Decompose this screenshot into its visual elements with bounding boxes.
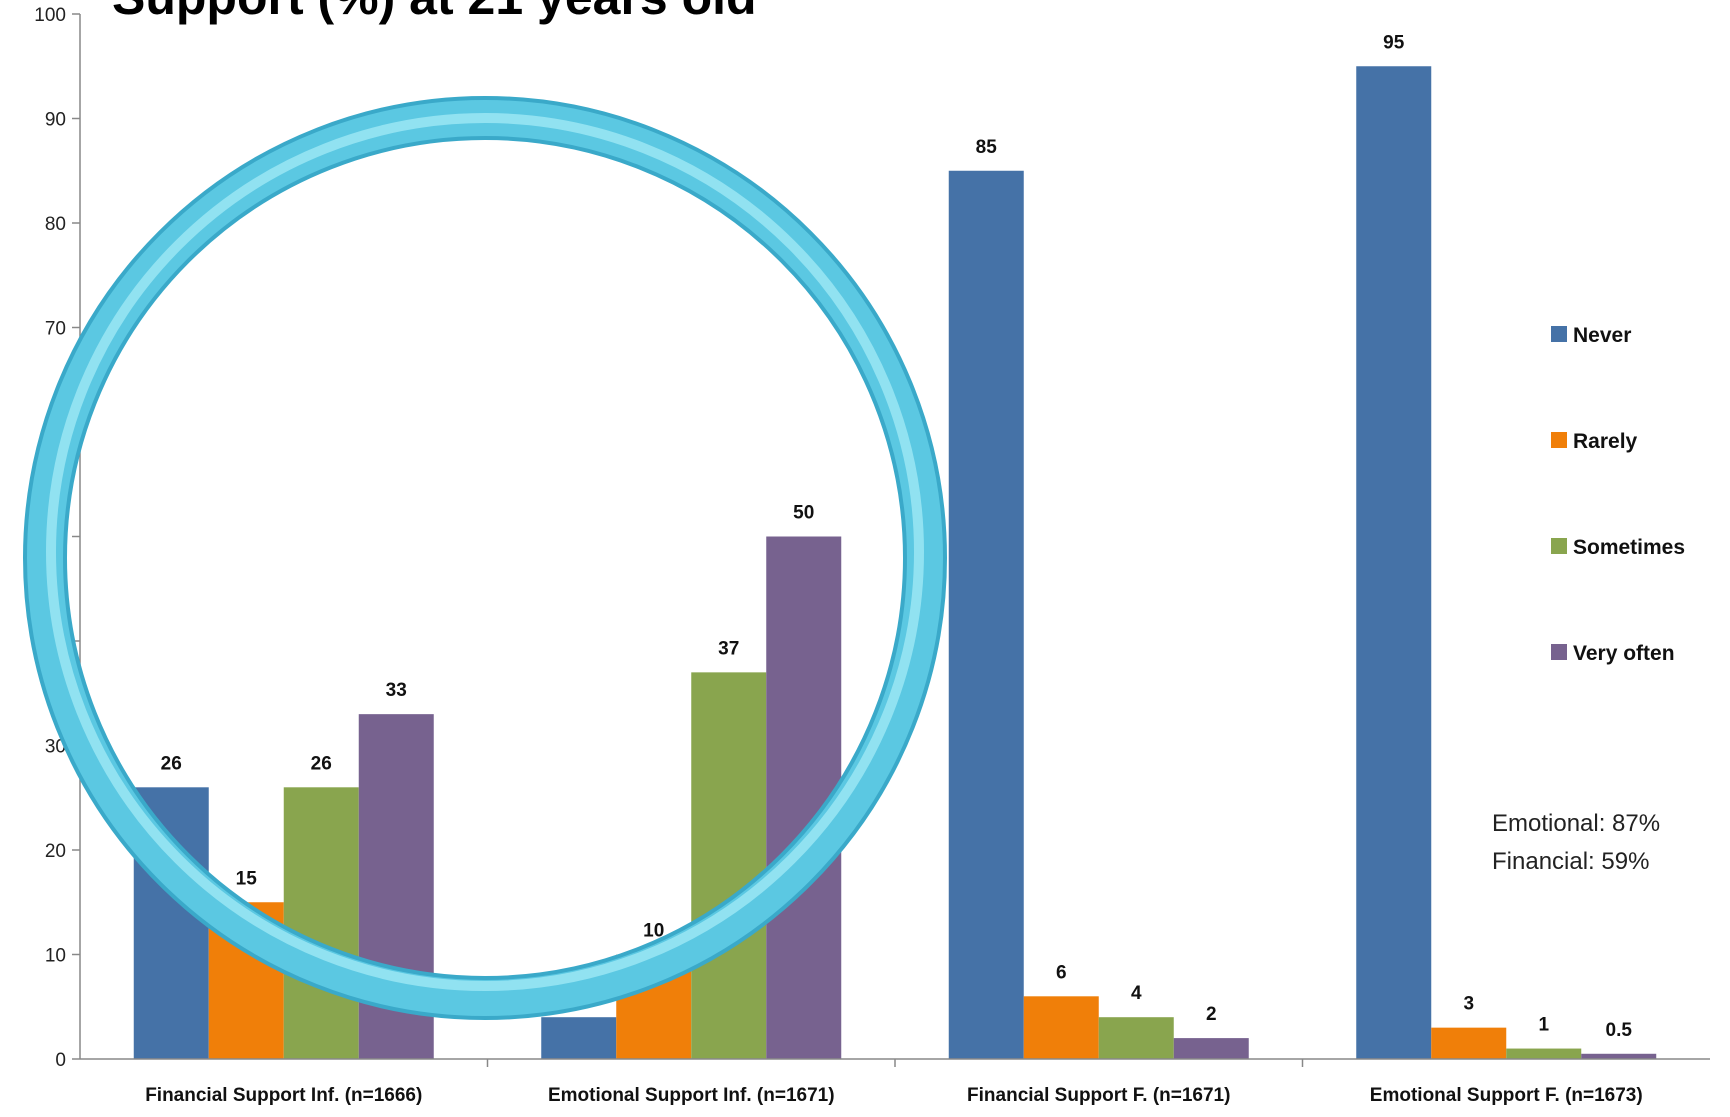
data-label: 2 xyxy=(1206,1004,1217,1025)
y-tick-label: 90 xyxy=(45,110,66,131)
data-label: 85 xyxy=(976,137,998,158)
x-category-label: Financial Support F. (n=1671) xyxy=(967,1085,1230,1106)
legend: Never Rarely Sometimes Very often xyxy=(1551,324,1685,665)
y-tick-label: 30 xyxy=(45,737,66,758)
data-label: 26 xyxy=(311,753,332,774)
x-category-label: Emotional Support F. (n=1673) xyxy=(1370,1085,1643,1106)
legend-label: Very often xyxy=(1573,642,1675,665)
legend-swatch xyxy=(1551,644,1567,660)
y-tick-label: 80 xyxy=(45,214,66,235)
data-label: 3 xyxy=(1463,994,1474,1015)
bar-sometimes-3 xyxy=(1506,1048,1582,1059)
data-label: 15 xyxy=(236,868,258,889)
bars-layer xyxy=(133,66,1657,1059)
legend-label: Rarely xyxy=(1573,430,1638,453)
chart-title: Support (%) at 21 years old xyxy=(112,0,757,25)
bar-very-often-3 xyxy=(1581,1053,1657,1059)
data-label: 95 xyxy=(1383,32,1405,53)
data-label: 26 xyxy=(161,753,182,774)
data-label: 10 xyxy=(643,921,664,942)
bar-sometimes-2 xyxy=(1098,1017,1174,1059)
data-label: 37 xyxy=(718,638,739,659)
annotation-text: Emotional: 87% xyxy=(1492,810,1660,837)
legend-label: Sometimes xyxy=(1573,536,1685,559)
x-category-label: Emotional Support Inf. (n=1671) xyxy=(548,1085,835,1106)
overlay-layer xyxy=(23,96,947,1020)
data-label: 50 xyxy=(793,503,814,524)
highlight-ring-gloss xyxy=(46,113,924,991)
y-tick-label: 100 xyxy=(34,5,66,26)
data-label: 1 xyxy=(1538,1015,1549,1036)
bar-never-2 xyxy=(948,170,1024,1059)
bar-sometimes-1 xyxy=(691,672,767,1059)
y-tick-label: 0 xyxy=(55,1050,66,1071)
data-label: 0.5 xyxy=(1606,1020,1633,1041)
legend-label: Never xyxy=(1573,324,1631,347)
data-label: 6 xyxy=(1056,962,1067,983)
data-label: 4 xyxy=(1131,983,1142,1004)
legend-swatch xyxy=(1551,538,1567,554)
y-tick-label: 20 xyxy=(45,841,66,862)
bar-sometimes-0 xyxy=(283,787,359,1059)
x-category-label: Financial Support Inf. (n=1666) xyxy=(145,1085,422,1106)
annotation-text: Financial: 59% xyxy=(1492,848,1649,875)
legend-swatch xyxy=(1551,326,1567,342)
legend-swatch xyxy=(1551,432,1567,448)
annotations: Emotional: 87% Financial: 59% xyxy=(1492,810,1660,875)
y-tick-label: 70 xyxy=(45,319,66,340)
bar-never-1 xyxy=(541,1017,617,1059)
bar-never-3 xyxy=(1356,66,1432,1059)
data-label: 33 xyxy=(386,680,407,701)
bar-rarely-3 xyxy=(1431,1027,1507,1059)
y-tick-label: 10 xyxy=(45,946,66,967)
bar-very-often-2 xyxy=(1173,1038,1249,1059)
bar-rarely-2 xyxy=(1023,996,1099,1059)
